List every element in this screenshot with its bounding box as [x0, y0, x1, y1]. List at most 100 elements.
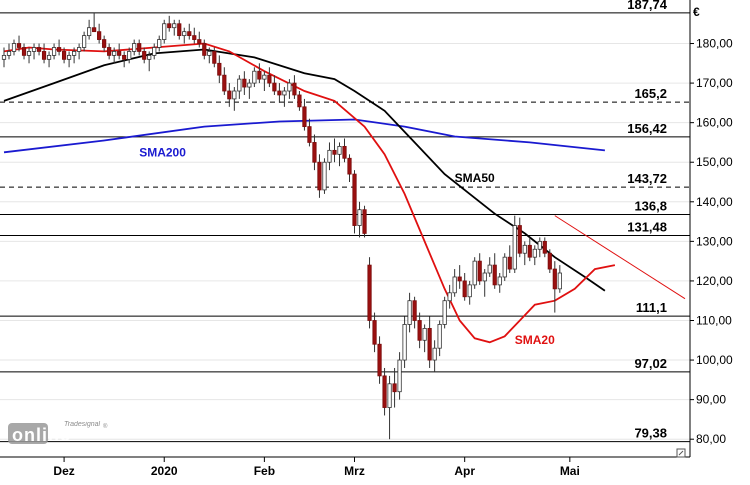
series-label: SMA20: [515, 333, 555, 347]
candle-body: [297, 94, 302, 108]
candle-body: [322, 161, 327, 191]
candle-body: [77, 47, 82, 52]
candle-body: [552, 268, 557, 290]
y-tick-label: 90,00: [696, 393, 726, 407]
candle-body: [117, 51, 122, 56]
candle-body: [267, 74, 272, 84]
candle-body: [542, 240, 547, 254]
candle-body: [112, 51, 117, 56]
series-label: SMA200: [139, 145, 186, 159]
candle-body: [232, 90, 237, 100]
level-label: 97,02: [634, 356, 667, 371]
candle-body: [282, 90, 287, 96]
candle-body: [422, 328, 427, 341]
candle-body: [177, 23, 182, 37]
currency-label: €: [693, 5, 700, 19]
level-label: 131,48: [627, 220, 667, 235]
candle-body: [457, 276, 462, 282]
series-label: SMA50: [455, 171, 495, 185]
y-tick-label: 150,00: [696, 155, 733, 169]
y-tick-label: 80,00: [696, 432, 726, 446]
candle-body: [272, 82, 277, 92]
resize-corner[interactable]: [676, 448, 686, 458]
x-tick-label: Feb: [254, 464, 275, 478]
candle-body: [452, 276, 457, 294]
x-tick-label: 2020: [151, 464, 178, 478]
candle-body: [522, 244, 527, 254]
candle-body: [507, 256, 512, 270]
candle-body: [412, 300, 417, 321]
y-tick-label: 130,00: [696, 234, 733, 248]
candle-body: [217, 62, 222, 76]
x-tick-label: Dez: [53, 464, 74, 478]
candle-body: [26, 51, 32, 56]
candle-body: [21, 47, 27, 56]
candle-body: [367, 264, 372, 321]
logo-main-text: online: [12, 425, 71, 445]
logo-script-text: Tradesignal: [64, 421, 101, 428]
candle-body: [192, 35, 197, 40]
candle-body: [437, 324, 442, 349]
candle-body: [307, 126, 312, 143]
trendline: [554, 215, 686, 300]
candle-body: [352, 173, 357, 226]
candle-body: [312, 142, 317, 163]
level-labels: 187,74 165,2 156,42 143,72 136,8 131,48 111,1 9…: [627, 0, 668, 441]
candle-body: [347, 157, 352, 175]
candle-body: [317, 161, 322, 191]
candle-body: [382, 375, 387, 408]
y-tick-label: 160,00: [696, 116, 733, 130]
candle-body: [527, 244, 532, 258]
candle-body: [182, 31, 187, 37]
x-tick-label: Mai: [560, 464, 580, 478]
candle-body: [357, 209, 362, 226]
candle-body: [537, 240, 542, 250]
candle-body: [142, 51, 147, 60]
candle-body: [397, 359, 402, 393]
candle-body: [247, 82, 252, 88]
x-tick-label: Apr: [454, 464, 475, 478]
candle-body: [127, 51, 132, 60]
candle-body: [202, 43, 207, 56]
level-label: 165,2: [634, 86, 667, 101]
level-label: 187,74: [627, 0, 668, 12]
candle-body: [66, 54, 72, 60]
candle-body: [517, 225, 522, 254]
candle-body: [492, 264, 497, 286]
candle-body: [152, 47, 157, 56]
candle-body: [547, 252, 552, 270]
candle-body: [227, 90, 232, 100]
candle-body: [207, 51, 212, 56]
candle-body: [447, 292, 452, 302]
y-tick-label: 120,00: [696, 274, 733, 288]
candle-body: [392, 383, 397, 393]
candle-body: [137, 43, 142, 52]
candle-body: [11, 43, 17, 52]
candle-body: [292, 82, 297, 96]
candle-body: [122, 54, 127, 60]
candle-body: [467, 284, 472, 298]
candle-body: [46, 54, 52, 60]
candle-body: [557, 272, 562, 290]
horizontal-levels: [0, 12, 690, 443]
y-tick-label: 170,00: [696, 76, 733, 90]
candle-body: [187, 31, 192, 37]
level-label: 156,42: [627, 121, 667, 136]
axes: 80,00 90,00 100,00 110,00 120,00 130,00 140,00…: [0, 0, 733, 478]
candle-body: [1, 54, 7, 60]
trendline-group: [554, 215, 686, 300]
candle-body: [377, 343, 382, 377]
gridlines: [0, 43, 690, 440]
level-label: 143,72: [627, 171, 667, 186]
candle-body: [167, 23, 172, 29]
candle-body: [31, 47, 37, 52]
candle-body: [6, 51, 12, 56]
candle-body: [477, 260, 482, 282]
candle-body: [147, 54, 152, 60]
candle-body: [287, 82, 292, 92]
level-label: 79,38: [634, 426, 667, 441]
candle-body: [427, 328, 432, 361]
y-tick-label: 100,00: [696, 353, 733, 367]
candle-body: [252, 70, 257, 84]
